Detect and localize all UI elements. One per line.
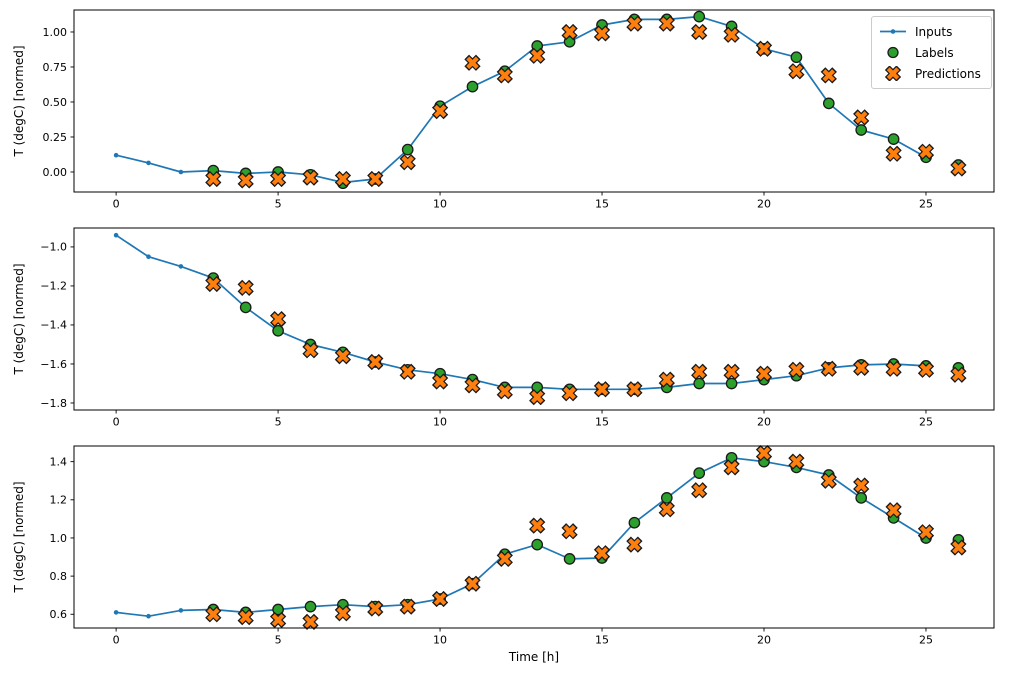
svg-text:15: 15 bbox=[595, 416, 609, 429]
svg-text:0: 0 bbox=[113, 634, 120, 647]
svg-text:0.50: 0.50 bbox=[43, 96, 68, 109]
x-axis-label: Time [h] bbox=[508, 650, 560, 664]
legend-label-predictions: Predictions bbox=[915, 66, 981, 81]
svg-text:0: 0 bbox=[113, 198, 120, 211]
svg-text:0: 0 bbox=[113, 416, 120, 429]
y-axis-label-middle: T (degC) [normed] bbox=[12, 263, 26, 375]
svg-text:1.4: 1.4 bbox=[50, 455, 68, 468]
subplot-middle: 0 5 10 15 20 25 −1.8 −1.6 −1.4 −1.2 −1.0 bbox=[40, 227, 995, 429]
legend-label-inputs: Inputs bbox=[915, 24, 953, 39]
series-predictions bbox=[205, 15, 967, 189]
svg-text:20: 20 bbox=[757, 198, 771, 211]
y-axis-label-top: T (degC) [normed] bbox=[12, 45, 26, 157]
x-ticks: 0 5 10 15 20 25 bbox=[113, 192, 933, 211]
svg-text:1.00: 1.00 bbox=[43, 26, 68, 39]
svg-text:5: 5 bbox=[275, 198, 282, 211]
labels-circle-glyph bbox=[887, 46, 899, 59]
svg-text:−1.8: −1.8 bbox=[40, 397, 67, 410]
svg-text:25: 25 bbox=[919, 634, 933, 647]
svg-text:−1.2: −1.2 bbox=[40, 280, 67, 293]
legend-item-predictions: Predictions bbox=[879, 65, 981, 82]
svg-text:25: 25 bbox=[919, 416, 933, 429]
svg-text:0.75: 0.75 bbox=[43, 61, 68, 74]
series-predictions bbox=[205, 275, 967, 406]
svg-text:10: 10 bbox=[433, 416, 447, 429]
x-ticks: 0 5 10 15 20 25 bbox=[113, 410, 933, 429]
svg-text:1.2: 1.2 bbox=[50, 494, 68, 507]
series-labels bbox=[207, 451, 965, 619]
series-inputs bbox=[113, 455, 929, 619]
x-ticks: 0 5 10 15 20 25 bbox=[113, 628, 933, 647]
svg-text:10: 10 bbox=[433, 198, 447, 211]
svg-text:5: 5 bbox=[275, 634, 282, 647]
y-ticks: −1.8 −1.6 −1.4 −1.2 −1.0 bbox=[40, 241, 74, 410]
svg-text:1.0: 1.0 bbox=[50, 532, 68, 545]
inputs-line-dot-glyph bbox=[880, 29, 906, 34]
svg-text:10: 10 bbox=[433, 634, 447, 647]
svg-text:15: 15 bbox=[595, 634, 609, 647]
svg-text:−1.4: −1.4 bbox=[40, 319, 67, 332]
series-inputs bbox=[113, 14, 929, 185]
svg-text:25: 25 bbox=[919, 198, 933, 211]
legend-label-labels: Labels bbox=[915, 45, 954, 60]
series-labels bbox=[207, 10, 965, 190]
svg-text:20: 20 bbox=[757, 634, 771, 647]
predictions-x-glyph bbox=[884, 66, 902, 81]
svg-text:0.8: 0.8 bbox=[50, 570, 68, 583]
y-axis-label-bottom: T (degC) [normed] bbox=[12, 481, 26, 593]
y-ticks: 0.00 0.25 0.50 0.75 1.00 bbox=[43, 26, 74, 179]
subplot-bottom: 0 5 10 15 20 25 0.6 0.8 1.0 1.2 1.4 bbox=[50, 444, 995, 647]
legend-item-inputs: Inputs bbox=[879, 23, 981, 40]
legend-item-labels: Labels bbox=[879, 44, 981, 61]
series-predictions bbox=[205, 444, 967, 631]
series-labels bbox=[207, 272, 965, 396]
svg-text:5: 5 bbox=[275, 416, 282, 429]
svg-text:0.25: 0.25 bbox=[43, 131, 68, 144]
legend: Inputs Labels Predictions bbox=[871, 16, 992, 89]
series-inputs bbox=[113, 232, 929, 392]
subplot-top: 0 5 10 15 20 25 0.00 0.25 0.50 0.75 1.00 bbox=[43, 9, 995, 211]
y-ticks: 0.6 0.8 1.0 1.2 1.4 bbox=[50, 455, 74, 621]
svg-text:−1.6: −1.6 bbox=[40, 358, 67, 371]
svg-text:−1.0: −1.0 bbox=[40, 241, 67, 254]
svg-text:15: 15 bbox=[595, 198, 609, 211]
svg-text:20: 20 bbox=[757, 416, 771, 429]
svg-text:0.6: 0.6 bbox=[50, 608, 68, 621]
svg-text:0.00: 0.00 bbox=[43, 166, 68, 179]
